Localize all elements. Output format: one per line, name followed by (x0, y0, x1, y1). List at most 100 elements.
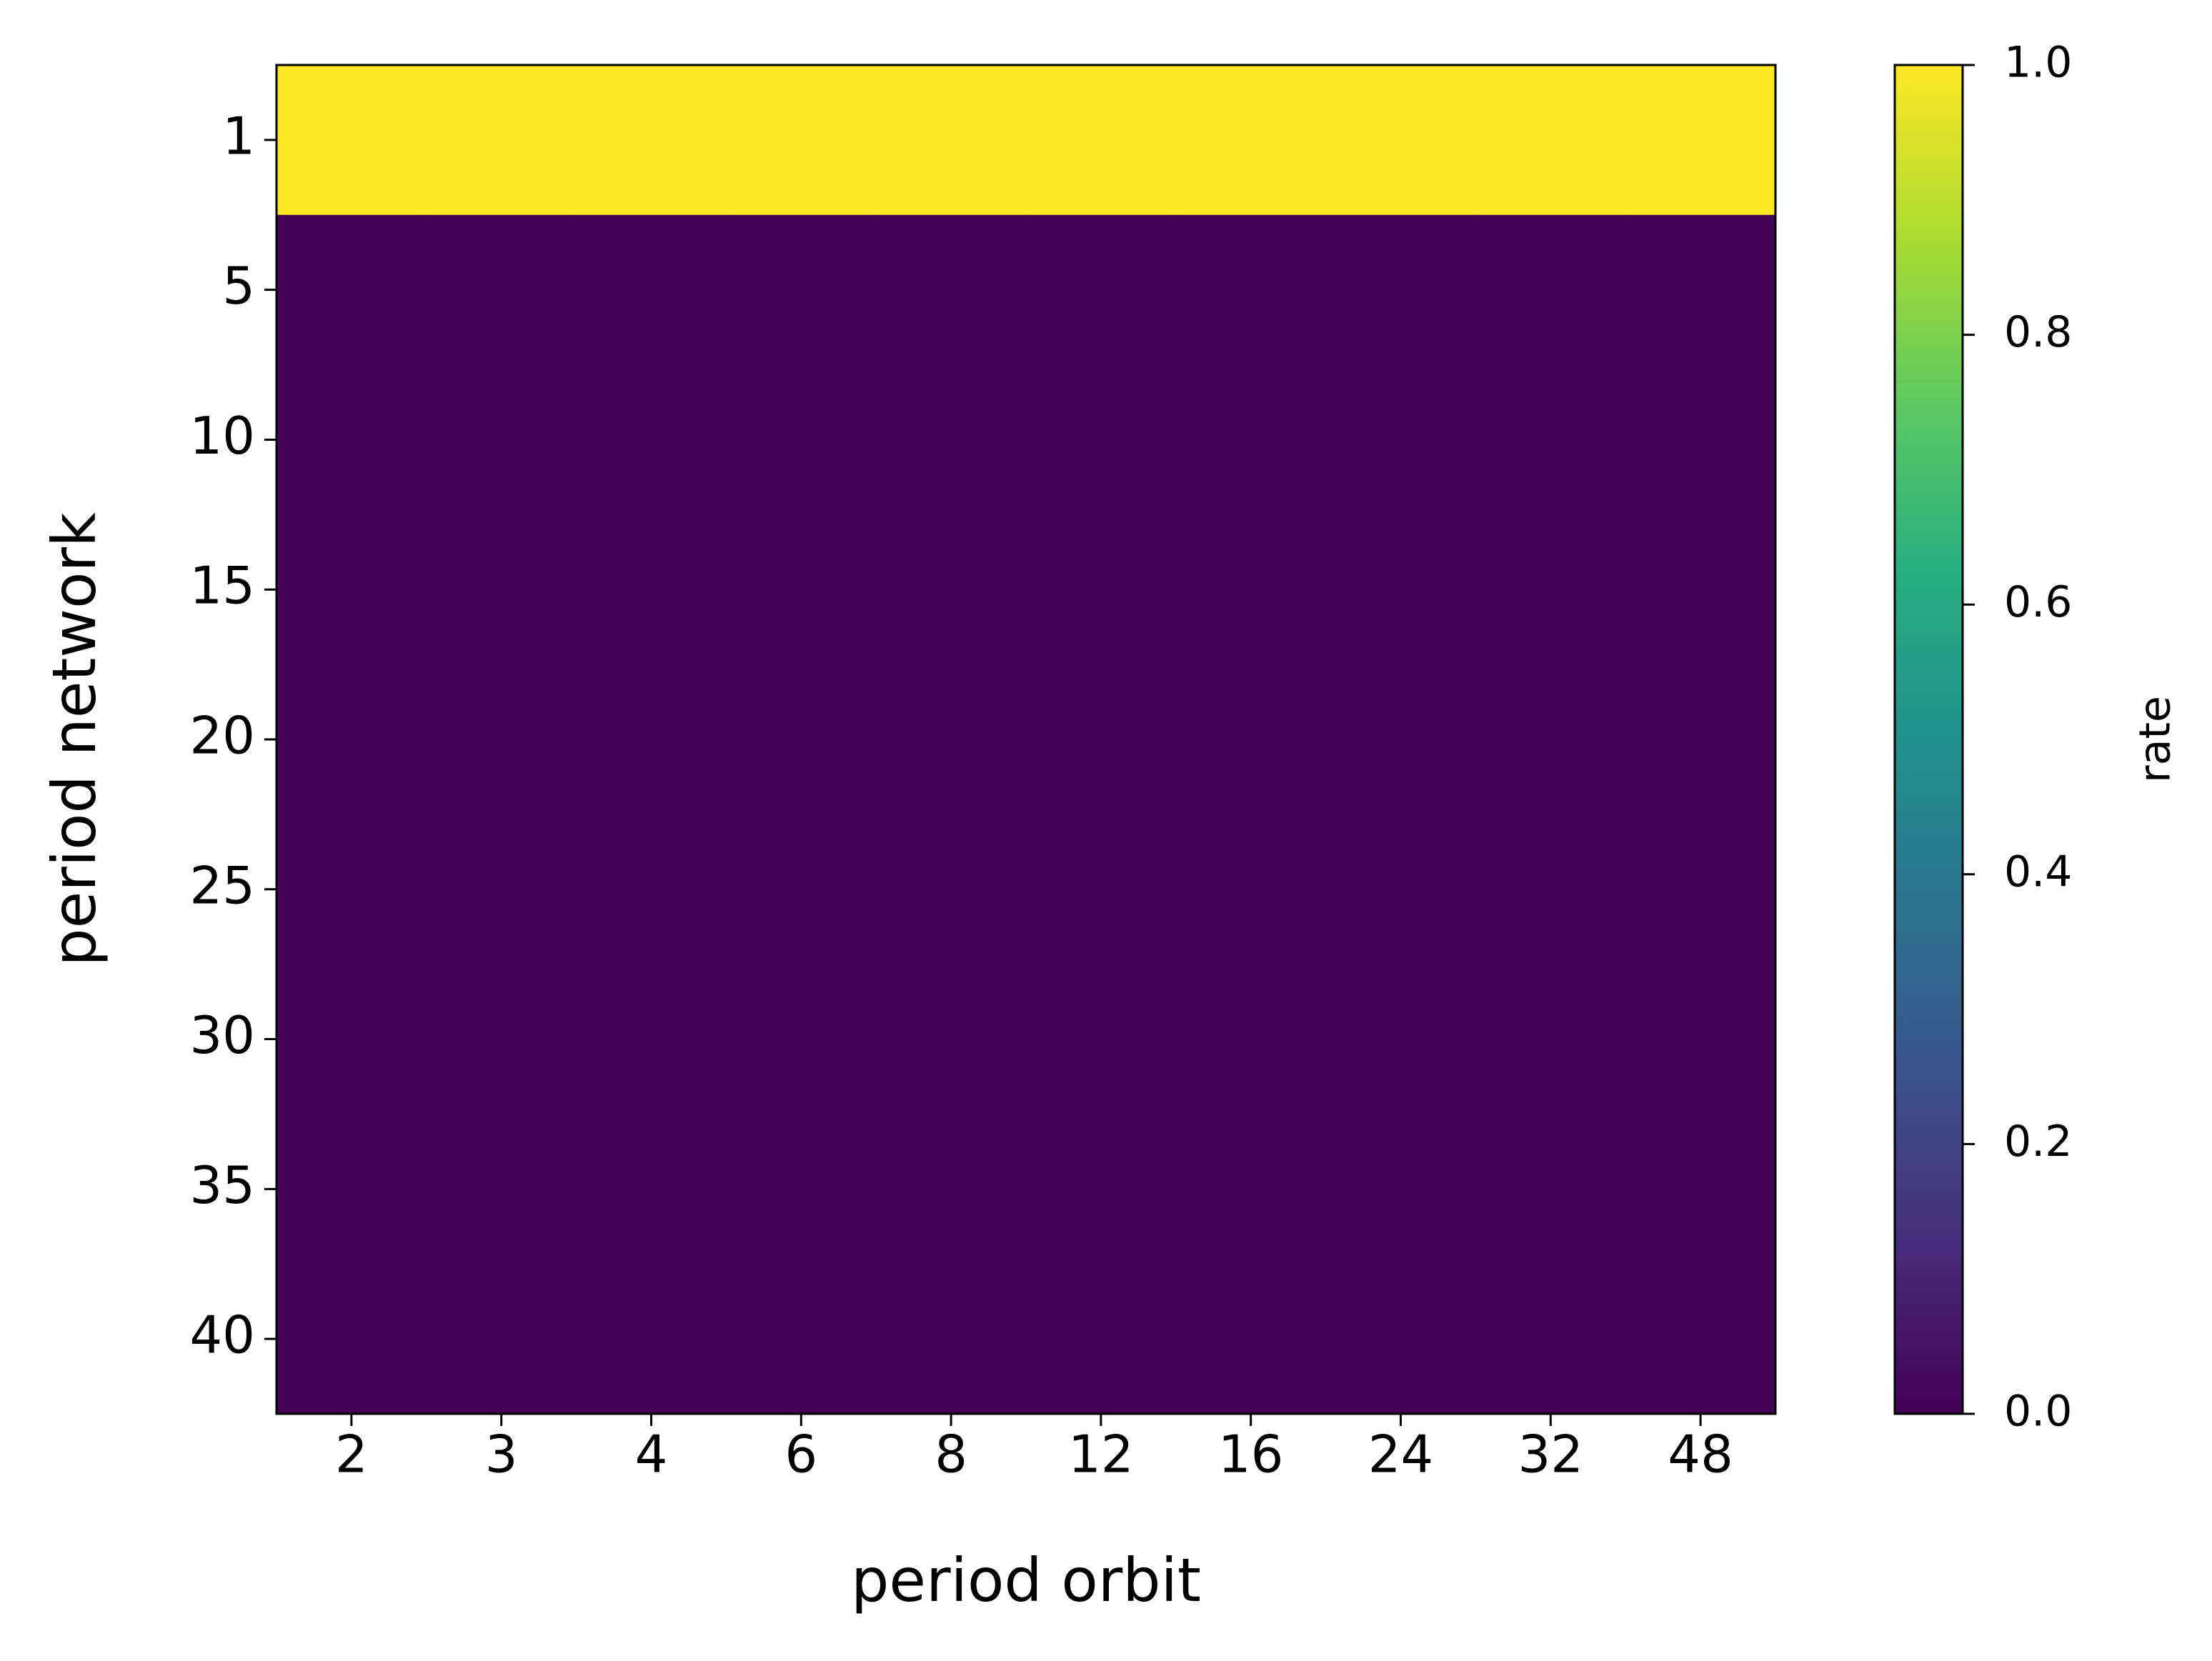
heatmap-cell (1026, 1264, 1177, 1415)
heatmap-cell (1325, 664, 1477, 815)
heatmap-cell (1026, 1114, 1177, 1265)
colorbar-tick-label: 1.0 (2004, 38, 2072, 88)
heatmap-cell (1625, 664, 1776, 815)
heatmap-cell (576, 964, 727, 1115)
heatmap-cell (576, 214, 727, 366)
heatmap-cell (1026, 814, 1177, 965)
heatmap-cell (276, 214, 427, 366)
heatmap-cell (276, 814, 427, 965)
heatmap-cell (1175, 1114, 1327, 1265)
heatmap-cell (726, 514, 877, 665)
heatmap-cell (1625, 1264, 1776, 1415)
heatmap-cell (1325, 1114, 1477, 1265)
heatmap-cell (876, 814, 1027, 965)
y-tick-label: 20 (189, 706, 255, 766)
heatmap-cell (576, 664, 727, 815)
y-tick-label: 35 (189, 1155, 255, 1215)
heatmap-cell (1475, 514, 1626, 665)
heatmap-cell (426, 364, 577, 516)
heatmap-cell (726, 1114, 877, 1265)
heatmap-cell (1325, 214, 1477, 366)
heatmap-cell (1625, 964, 1776, 1115)
y-axis-label: period network (39, 512, 109, 967)
heatmap-cell (276, 1264, 427, 1415)
y-tick-label: 15 (189, 556, 255, 616)
heatmap-cell (1175, 514, 1327, 665)
heatmap-cell (276, 1114, 427, 1265)
heatmap-cell (1026, 214, 1177, 366)
heatmap-cell (576, 1264, 727, 1415)
heatmap-cell (276, 65, 427, 216)
x-tick-label: 48 (1668, 1425, 1733, 1485)
y-tick-label: 5 (222, 256, 255, 316)
heatmap-cell (1026, 964, 1177, 1115)
heatmap-cell (1625, 214, 1776, 366)
colorbar-label: rate (2131, 696, 2181, 783)
colorbar-tick-label: 0.6 (2004, 577, 2072, 627)
heatmap-cell (1026, 514, 1177, 665)
heatmap-cell (1475, 214, 1626, 366)
colorbar-tick-label: 0.4 (2004, 847, 2072, 897)
heatmap-cell (426, 1114, 577, 1265)
heatmap-cell (1325, 1264, 1477, 1415)
heatmap-cell (1325, 65, 1477, 216)
heatmap-cell (876, 364, 1027, 516)
heatmap-cell (876, 514, 1027, 665)
heatmap-cell (726, 364, 877, 516)
y-tick-label: 40 (189, 1305, 255, 1365)
heatmap-cell (276, 514, 427, 665)
heatmap-cell (426, 1264, 577, 1415)
heatmap-cell (1325, 364, 1477, 516)
heatmap-cell (1625, 514, 1776, 665)
heatmap-cell (726, 814, 877, 965)
x-tick-label: 16 (1218, 1425, 1284, 1485)
heatmap-cell (1625, 364, 1776, 516)
heatmap-cell (276, 664, 427, 815)
heatmap-cell (876, 664, 1027, 815)
heatmap-cell (1475, 1114, 1626, 1265)
colorbar-tick-label: 0.8 (2004, 307, 2072, 357)
heatmap-cell (576, 364, 727, 516)
heatmap-cell (726, 964, 877, 1115)
heatmap-cell (576, 1114, 727, 1265)
heatmap-cell (1475, 664, 1626, 815)
heatmap-cell (426, 514, 577, 665)
heatmap-cell (1475, 964, 1626, 1115)
heatmap-cell (726, 65, 877, 216)
heatmap-cell (726, 214, 877, 366)
colorbar (1893, 64, 1964, 1415)
heatmap-cell (1026, 65, 1177, 216)
y-tick-label: 25 (189, 855, 255, 915)
x-tick-label: 4 (635, 1425, 668, 1485)
heatmap-cell (1625, 1114, 1776, 1265)
heatmap-cell (1175, 814, 1327, 965)
x-tick-label: 32 (1518, 1425, 1583, 1485)
y-tick-label: 30 (189, 1005, 255, 1065)
heatmap-cell (1475, 814, 1626, 965)
heatmap-cell (426, 964, 577, 1115)
heatmap-cell (426, 214, 577, 366)
heatmap-cell (1475, 65, 1626, 216)
colorbar-tick-label: 0.0 (2004, 1387, 2072, 1437)
y-tick-label: 1 (222, 106, 255, 166)
x-axis-label: period orbit (851, 1545, 1201, 1615)
x-tick-label: 12 (1068, 1425, 1134, 1485)
x-tick-label: 2 (335, 1425, 368, 1485)
heatmap-cell (1175, 664, 1327, 815)
heatmap-cell (1175, 1264, 1327, 1415)
heatmap-cell (876, 214, 1027, 366)
heatmap-cell (426, 814, 577, 965)
heatmap-cell (1175, 65, 1327, 216)
x-tick-label: 8 (935, 1425, 967, 1485)
heatmap-cell (1325, 814, 1477, 965)
x-tick-label: 3 (485, 1425, 518, 1485)
heatmap-cell (726, 1264, 877, 1415)
colorbar-tick-label: 0.2 (2004, 1117, 2072, 1167)
heatmap-cell (1175, 364, 1327, 516)
heatmap-cell (726, 664, 877, 815)
y-tick-label: 10 (189, 406, 255, 466)
heatmap-cell (276, 964, 427, 1115)
heatmap-cell (1325, 514, 1477, 665)
heatmap-cell (1026, 364, 1177, 516)
heatmap-cell (426, 65, 577, 216)
